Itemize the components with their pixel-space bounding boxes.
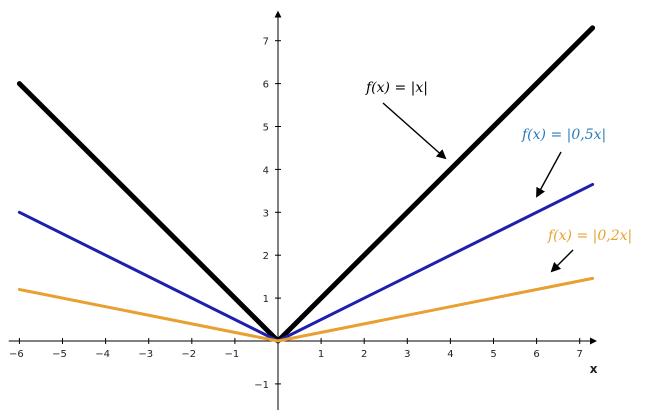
- x-tick-label: −5: [52, 349, 67, 360]
- x-tick-label: −1: [225, 349, 240, 360]
- y-tick-label: 7: [263, 37, 269, 48]
- annotation-arrow-3: [550, 249, 574, 273]
- x-axis-title: x: [590, 362, 598, 376]
- x-tick-label: 7: [577, 349, 583, 360]
- x-tick-label: 1: [318, 349, 324, 360]
- x-tick-label: 6: [533, 349, 539, 360]
- annotation-arrow-2: [536, 151, 562, 198]
- annotation-label-3: f(x) = |0,2x|: [547, 228, 632, 244]
- axes: x: [8, 10, 598, 410]
- series-lines: [16, 25, 596, 344]
- annotation-label-1: f(x) = |x|: [365, 80, 428, 96]
- x-tick-label: −6: [9, 349, 24, 360]
- y-tick-label: 5: [263, 123, 269, 134]
- x-tick-label: 4: [447, 349, 453, 360]
- annotation-label-2: f(x) = |0,5x|: [521, 127, 606, 143]
- x-tick-label: −3: [138, 349, 153, 360]
- x-tick-label: −2: [181, 349, 196, 360]
- annotations: f(x) = |x| f(x) = |0,5x| f(x) = |0,2x|: [365, 80, 632, 273]
- y-tick-label: 2: [263, 251, 269, 262]
- annotation-arrow-1: [382, 102, 447, 160]
- x-tick-label: 5: [490, 349, 496, 360]
- x-tick-label: 2: [361, 349, 367, 360]
- y-tick-label: 1: [263, 294, 269, 305]
- ticks: −6 −5 −4 −3 −2 −1 1 2 3 4 5 6 7 −1 1 2 3 4 5 6 7: [9, 37, 583, 391]
- y-tick-label: 4: [263, 165, 269, 176]
- y-tick-label: 3: [263, 208, 269, 219]
- x-tick-label: −4: [95, 349, 110, 360]
- y-tick-label: 6: [263, 80, 269, 91]
- y-tick-label: −1: [254, 380, 269, 391]
- series-line-3: [17, 276, 595, 343]
- x-tick-label: 3: [404, 349, 410, 360]
- series-line-2: [17, 182, 595, 343]
